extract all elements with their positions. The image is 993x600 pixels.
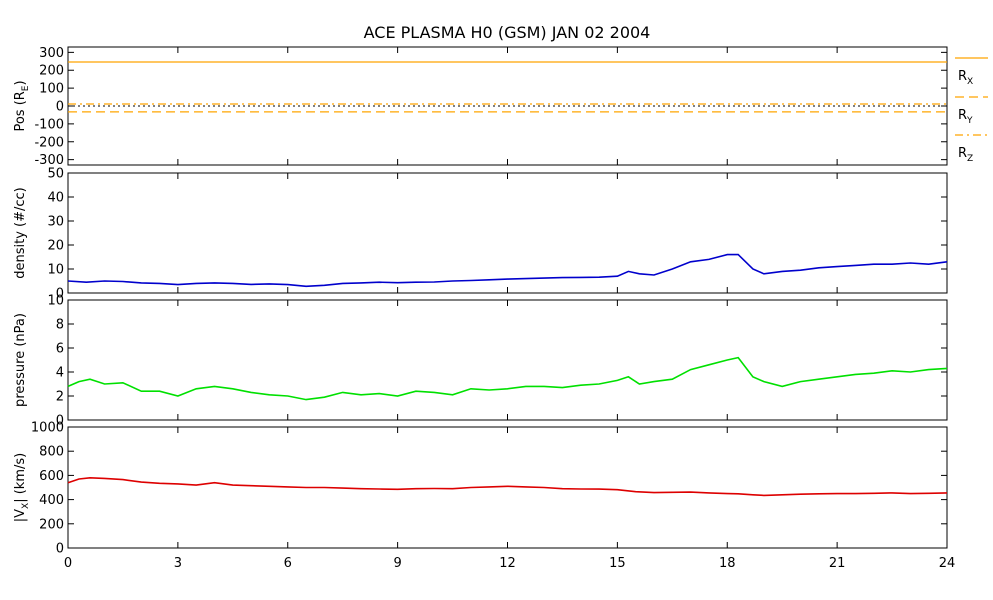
ytick-label: 0 — [56, 287, 64, 302]
xtick-label: 21 — [829, 556, 846, 571]
pressure-series-line — [67, 356, 948, 401]
xtick-label: 9 — [393, 556, 401, 571]
pressure-ylabel: pressure (nPa) — [13, 313, 28, 407]
legend-ry-label: RY — [958, 108, 973, 126]
ytick-label: 50 — [47, 167, 64, 182]
density-frame — [67, 172, 948, 294]
ytick-label: 8 — [56, 318, 64, 333]
ytick-label: 1000 — [31, 421, 64, 436]
xtick-label: 3 — [174, 556, 182, 571]
ytick-label: 10 — [47, 294, 64, 309]
xtick-label: 24 — [939, 556, 956, 571]
xtick-label: 18 — [719, 556, 736, 571]
ytick-label: -100 — [34, 117, 64, 132]
ytick-label: -300 — [34, 153, 64, 168]
ytick-label: 10 — [47, 263, 64, 278]
xtick-label: 12 — [499, 556, 516, 571]
ytick-label: -200 — [34, 135, 64, 150]
ytick-label: 30 — [47, 215, 64, 230]
ytick-label: 200 — [39, 64, 64, 79]
legend-rz-label: RZ — [958, 146, 973, 164]
ytick-label: 400 — [39, 493, 64, 508]
ytick-label: 4 — [56, 366, 64, 381]
density-series-line — [67, 253, 948, 288]
ytick-label: 100 — [39, 82, 64, 97]
velocity-panel: 0 200 400 600 800 1000 |VX| (km/s) — [13, 421, 948, 557]
velocity-frame — [67, 426, 948, 549]
ytick-label: 800 — [39, 445, 64, 460]
position-panel: 300 200 100 0 -100 -200 -300 Pos (RE) — [13, 46, 948, 168]
ytick-label: 2 — [56, 390, 64, 405]
legend-rx-label: RX — [958, 69, 973, 87]
ytick-label: 200 — [39, 517, 64, 532]
ytick-label: 300 — [39, 46, 64, 61]
velocity-ylabel: |VX| (km/s) — [13, 453, 31, 522]
xtick-label: 6 — [284, 556, 292, 571]
position-ylabel: Pos (RE) — [13, 80, 31, 131]
ytick-label: 0 — [56, 542, 64, 557]
pressure-frame — [67, 299, 948, 421]
ytick-label: 40 — [47, 191, 64, 206]
ytick-label: 600 — [39, 469, 64, 484]
xtick-label: 15 — [609, 556, 626, 571]
ytick-label: 0 — [56, 100, 64, 115]
density-panel: 0 10 20 30 40 50 density (#/cc) — [13, 167, 948, 302]
velocity-series-line — [67, 476, 948, 497]
ytick-label: 20 — [47, 239, 64, 254]
chart-title: ACE PLASMA H0 (GSM) JAN 02 2004 — [364, 23, 651, 42]
xtick-label: 0 — [64, 556, 72, 571]
pressure-panel: 0 2 4 6 8 10 pressure (nPa) — [13, 294, 948, 429]
ytick-label: 0 — [56, 414, 64, 429]
ytick-label: 6 — [56, 342, 64, 357]
density-ylabel: density (#/cc) — [13, 187, 28, 279]
